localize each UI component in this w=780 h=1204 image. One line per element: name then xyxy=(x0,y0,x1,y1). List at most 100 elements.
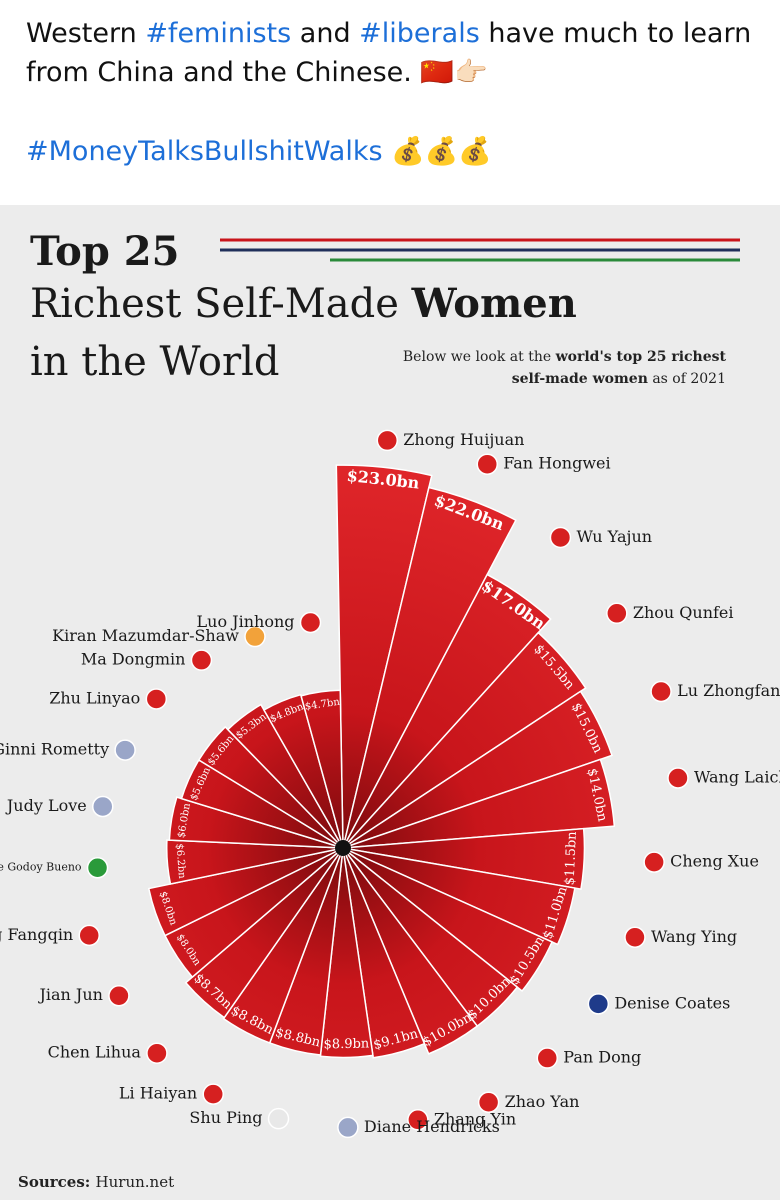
flag xyxy=(337,1116,359,1139)
value-label: $11.5bn xyxy=(562,830,579,885)
bar xyxy=(262,693,344,849)
flag xyxy=(145,688,168,710)
hashtag[interactable]: #MoneyTalksBullshitWalks xyxy=(26,136,383,167)
flag xyxy=(587,993,610,1015)
value-label: $8.9bn xyxy=(323,1037,370,1053)
text: Western xyxy=(26,18,146,49)
text: and xyxy=(291,18,360,49)
name-label: Wu Yajun xyxy=(576,527,652,546)
title-part: Richest Self-Made xyxy=(30,281,412,327)
text: have much to learn from China and the Ch… xyxy=(26,18,752,88)
flag xyxy=(407,1109,429,1131)
subtitle-part: Below we look at the xyxy=(403,349,556,365)
flag xyxy=(190,649,213,671)
name-label: Kiran Mazumdar-Shaw xyxy=(52,626,239,645)
name-label: Zhou Qunfei xyxy=(633,603,734,622)
name-label: Shu Ping xyxy=(189,1108,262,1127)
bar xyxy=(342,847,426,1059)
name-label: Zhao Yan xyxy=(505,1092,580,1111)
title-line: Top 25 xyxy=(30,228,179,275)
flag xyxy=(376,429,399,452)
bar xyxy=(342,573,552,849)
flag xyxy=(114,739,136,761)
subtitle-part: world's top 25 richest xyxy=(555,349,727,365)
name-label: Luo Jinhong xyxy=(197,612,295,631)
flag xyxy=(146,1042,168,1064)
value-label: $4.7bn xyxy=(304,697,341,713)
flag xyxy=(202,1083,224,1105)
bar xyxy=(226,703,344,849)
name-label: Fan Hongwei xyxy=(503,454,610,473)
value-label: $6.2bn xyxy=(173,843,187,879)
bar xyxy=(147,847,344,937)
flag xyxy=(667,767,689,789)
bar xyxy=(342,690,613,849)
flag xyxy=(476,453,499,475)
title-line: in the World xyxy=(30,339,280,385)
post-line: #MoneyTalksBullshitWalks 💰💰💰 xyxy=(26,132,754,171)
source: Sources: Hurun.net xyxy=(18,1173,174,1191)
name-label: Li Haiyan xyxy=(119,1084,197,1103)
title-line: Richest Self-Made Women xyxy=(30,280,577,327)
bar xyxy=(342,847,576,946)
center-dot xyxy=(335,840,351,856)
flag xyxy=(624,926,646,949)
bar xyxy=(335,464,433,849)
flag xyxy=(549,526,572,549)
infographic: Top 25 Richest Self-Made Women in the Wo… xyxy=(0,205,780,1200)
subtitle-part: as of 2021 xyxy=(648,371,726,387)
post-text: Western #feminists and #liberals have mu… xyxy=(0,0,780,205)
name-label: Zhang Yin xyxy=(434,1109,516,1128)
flag xyxy=(650,680,672,703)
bar xyxy=(197,725,344,849)
name-label: Chen Lihua xyxy=(48,1043,142,1062)
bar xyxy=(300,689,344,849)
wedges xyxy=(147,464,616,1059)
flag xyxy=(108,984,130,1007)
bar xyxy=(342,631,587,849)
flag xyxy=(267,1107,290,1130)
name-label: Cheng Xue xyxy=(670,852,759,871)
bar xyxy=(184,847,344,1019)
name-label: Dulce Pugliese De Godoy Bueno xyxy=(0,861,82,874)
source-part[interactable]: Hurun.net xyxy=(96,1173,175,1191)
bar xyxy=(342,827,586,890)
bar xyxy=(342,847,479,1055)
flag xyxy=(299,611,322,634)
name-label: Denise Coates xyxy=(614,993,730,1012)
bar xyxy=(222,847,344,1044)
name-label: Zeng Fangqin xyxy=(0,925,73,944)
flag xyxy=(86,856,109,879)
bar xyxy=(342,486,517,849)
name-label: Ginni Rometty xyxy=(0,740,109,759)
title-part: Women xyxy=(411,280,577,327)
hashtag[interactable]: #liberals xyxy=(359,18,480,49)
name-label: Zhong Huijuan xyxy=(403,430,524,449)
subtitle-part: self-made women xyxy=(512,371,648,387)
source-part: Sources: xyxy=(18,1173,96,1191)
name-label: Ma Dongmin xyxy=(81,650,186,669)
flag xyxy=(643,851,665,873)
subtitle: self-made women as of 2021 xyxy=(512,371,726,387)
bar xyxy=(342,758,616,849)
emoji: 💰💰💰 xyxy=(382,136,492,167)
hashtag[interactable]: #feminists xyxy=(145,18,292,49)
subtitle: Below we look at the world's top 25 rich… xyxy=(403,349,727,365)
name-label: Wang Ying xyxy=(651,927,737,946)
flag xyxy=(78,924,100,947)
name-label: Judy Love xyxy=(5,796,87,815)
name-label: Jian Jun xyxy=(37,985,102,1004)
name-label: Wang Laichun xyxy=(694,768,780,787)
bar xyxy=(165,839,344,885)
name-label: Diane Hendricks xyxy=(364,1117,500,1136)
flag xyxy=(244,625,266,648)
name-label: Zhu Linyao xyxy=(49,688,140,707)
flag xyxy=(477,1091,500,1114)
post-line: Western #feminists and #liberals have mu… xyxy=(26,14,754,92)
flag xyxy=(606,602,628,625)
flag xyxy=(92,795,114,818)
bar xyxy=(342,847,554,993)
name-label: Lu Zhongfang xyxy=(677,681,780,700)
name-label: Pan Dong xyxy=(563,1048,641,1067)
